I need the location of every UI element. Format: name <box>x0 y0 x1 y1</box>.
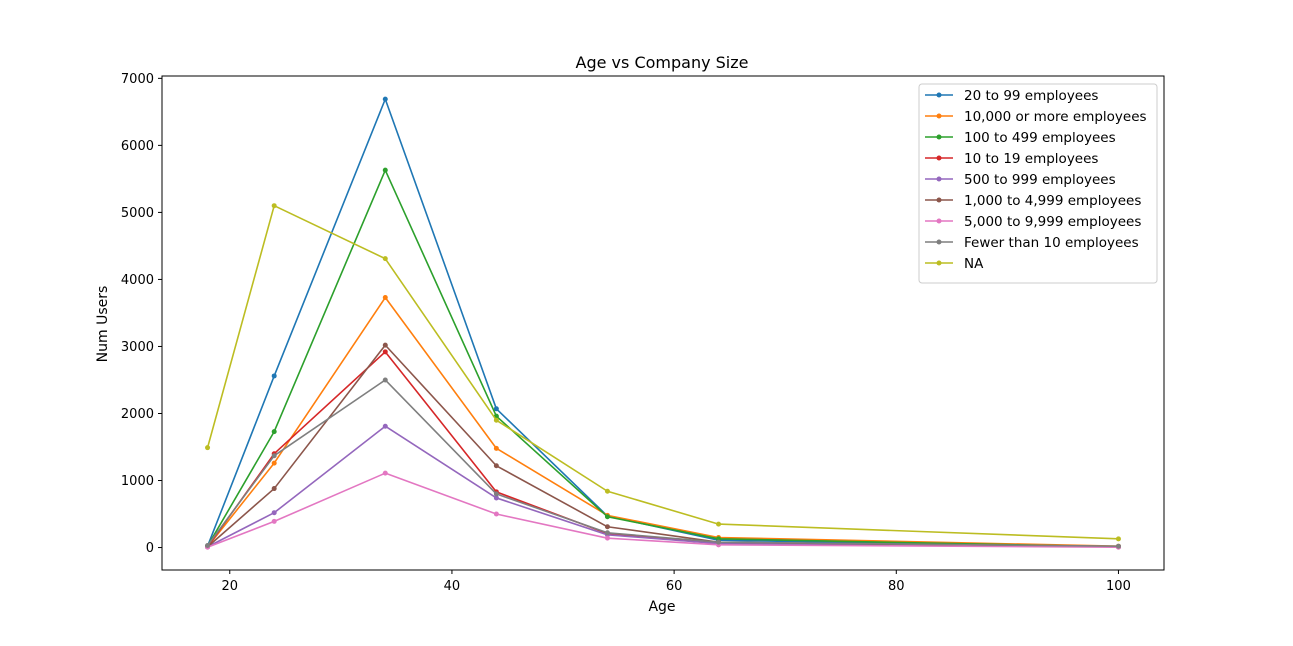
y-tick-label: 2000 <box>121 407 154 422</box>
legend-marker <box>936 239 942 245</box>
legend-marker <box>936 92 942 98</box>
data-point <box>271 453 277 459</box>
legend-box <box>918 83 1158 284</box>
y-tick-label: 3000 <box>121 340 154 355</box>
data-point <box>205 445 211 451</box>
data-point <box>493 463 499 469</box>
legend-marker <box>936 218 942 224</box>
data-point <box>1115 543 1121 549</box>
y-tick-label: 0 <box>146 541 154 556</box>
data-point <box>604 488 610 494</box>
data-point <box>271 460 277 466</box>
legend-marker <box>936 197 942 203</box>
data-point <box>493 445 499 451</box>
y-tick-label: 5000 <box>121 206 154 221</box>
data-point <box>382 377 388 383</box>
series-line <box>206 296 1119 548</box>
x-tick-label: 40 <box>444 579 461 594</box>
series-line <box>207 472 1119 549</box>
legend: 20 to 99 employees 10,000 or more employe… <box>918 83 1158 284</box>
legend-marker <box>936 113 942 119</box>
legend-label: 10,000 or more employees <box>964 109 1147 125</box>
series-group <box>205 203 1121 542</box>
data-point <box>493 511 499 517</box>
legend-label: NA <box>964 256 984 272</box>
chart-title: Age vs Company Size <box>576 53 749 72</box>
data-point <box>205 543 211 549</box>
data-point <box>493 495 499 501</box>
series-line <box>206 351 1119 548</box>
series-group <box>205 377 1121 549</box>
data-point <box>604 535 610 541</box>
x-tick-label: 20 <box>221 579 238 594</box>
data-point <box>382 423 388 429</box>
series-line <box>206 379 1119 547</box>
data-point <box>382 167 388 173</box>
x-tick-label: 100 <box>1106 579 1131 594</box>
y-tick-label: 7000 <box>121 72 154 87</box>
data-point <box>604 530 610 536</box>
data-point <box>716 539 722 545</box>
data-point <box>382 342 388 348</box>
y-tick-label: 1000 <box>121 474 154 489</box>
legend-label: 5,000 to 9,999 employees <box>964 214 1141 230</box>
data-point <box>382 349 388 355</box>
data-point <box>716 521 722 527</box>
data-point <box>382 470 388 476</box>
legend-label: 1,000 to 4,999 employees <box>964 193 1141 209</box>
legend-marker <box>936 260 942 266</box>
data-point <box>271 486 277 492</box>
data-point <box>604 514 610 520</box>
plot-frame <box>161 75 1165 571</box>
data-point <box>1115 536 1121 542</box>
legend-label: 10 to 19 employees <box>964 151 1098 167</box>
data-point <box>271 373 277 379</box>
x-tick-label: 80 <box>888 579 905 594</box>
legend-label: Fewer than 10 employees <box>964 235 1139 251</box>
data-point <box>493 417 499 423</box>
y-tick-label: 6000 <box>121 139 154 154</box>
legend-label: 20 to 99 employees <box>964 88 1098 104</box>
data-point <box>604 524 610 530</box>
y-axis-label: Num Users <box>95 286 111 363</box>
data-point <box>271 510 277 516</box>
data-point <box>382 96 388 102</box>
legend-marker <box>936 134 942 140</box>
y-tick-label: 4000 <box>121 273 154 288</box>
plot-area <box>205 96 1121 550</box>
series-group <box>205 349 1121 550</box>
legend-label: 100 to 499 employees <box>964 130 1116 146</box>
series-line <box>207 344 1119 548</box>
legend-label: 500 to 999 employees <box>964 172 1116 188</box>
legend-marker <box>936 176 942 182</box>
series-group <box>205 342 1121 550</box>
data-point <box>493 491 499 497</box>
data-point <box>382 295 388 301</box>
data-point <box>271 518 277 524</box>
series-group <box>205 295 1121 550</box>
legend-marker <box>936 155 942 161</box>
data-point <box>493 406 499 412</box>
series-group <box>205 423 1121 550</box>
data-point <box>271 429 277 435</box>
x-tick-label: 60 <box>666 579 683 594</box>
x-axis-label: Age <box>648 599 675 615</box>
data-point <box>271 203 277 209</box>
data-point <box>382 256 388 262</box>
